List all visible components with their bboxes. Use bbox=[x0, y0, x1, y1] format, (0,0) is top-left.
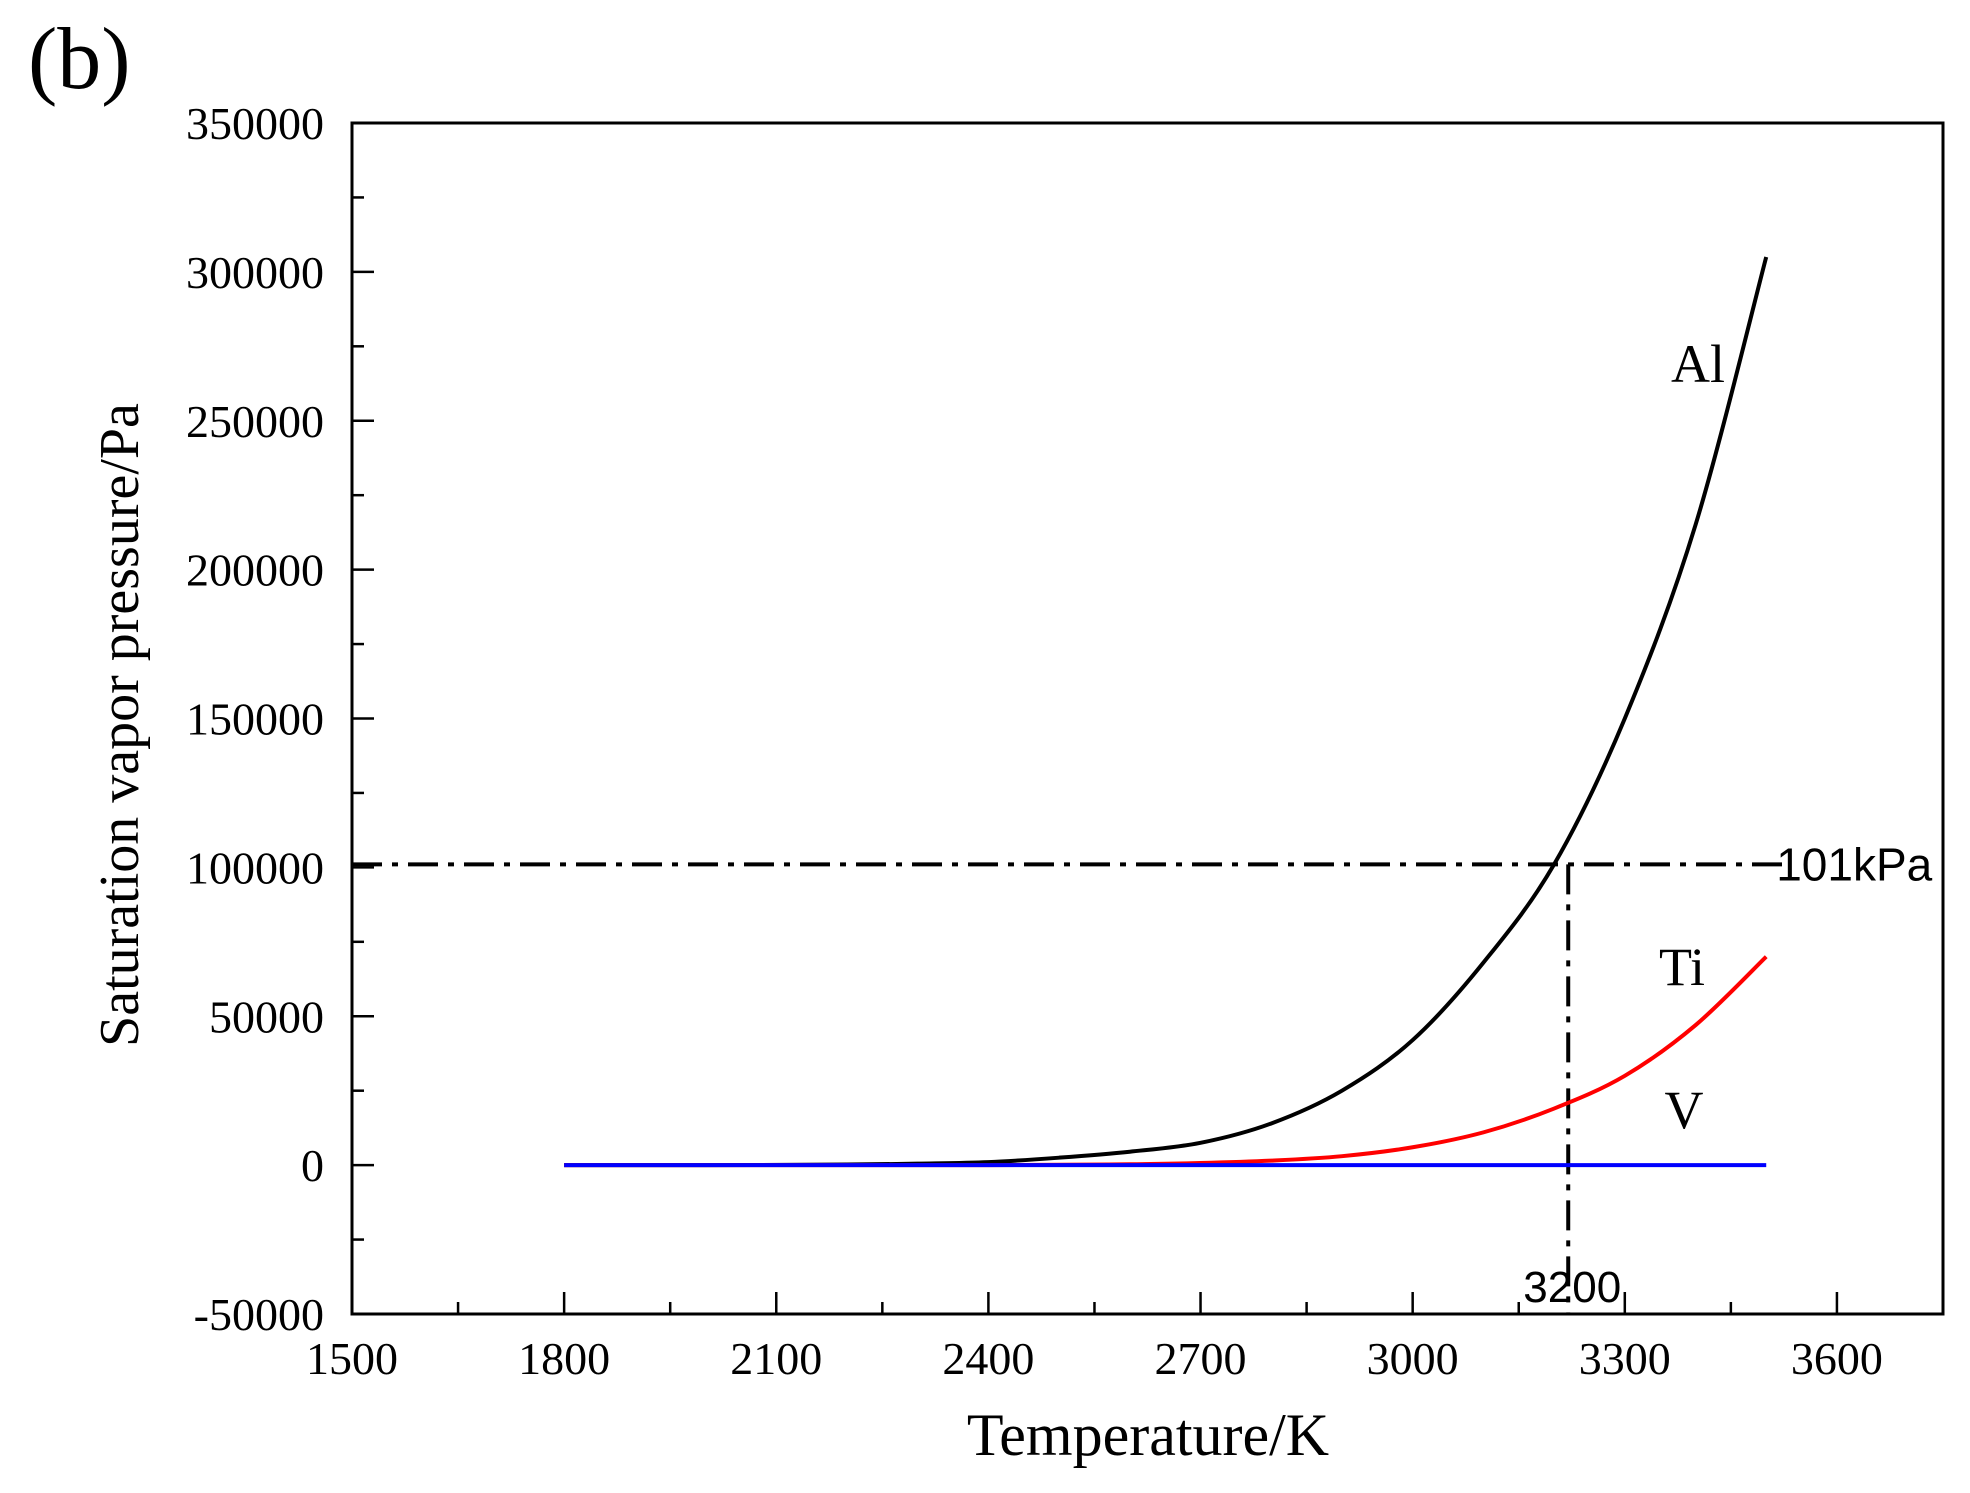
series-label-ti: Ti bbox=[1659, 937, 1705, 997]
series-layer bbox=[564, 256, 1769, 1168]
reference-lines bbox=[352, 862, 1787, 1314]
axes-layer: 1500 1800 2100 2400 2700 3000 3300 3600 -50000 0 5… bbox=[186, 98, 1945, 1384]
y-axis-label: Saturation vapor pressure/Pa bbox=[89, 403, 151, 1047]
series-line-ti bbox=[564, 955, 1768, 1168]
x-axis-label: Temperature/K bbox=[967, 1402, 1329, 1468]
x-tick-label: 1500 bbox=[306, 1333, 398, 1384]
x-tick-label: 2100 bbox=[730, 1333, 822, 1384]
series-label-al: Al bbox=[1671, 334, 1725, 394]
y-tick-label: 300000 bbox=[186, 247, 324, 298]
reference-label-3200: 3200 bbox=[1523, 1263, 1621, 1312]
y-tick-label: 100000 bbox=[186, 842, 324, 893]
y-tick-label: 200000 bbox=[186, 545, 324, 596]
x-tick-label: 3000 bbox=[1367, 1333, 1459, 1384]
plot-frame bbox=[350, 121, 1945, 1316]
y-tick-label: 50000 bbox=[209, 991, 324, 1042]
panel-label: (b) bbox=[28, 11, 131, 108]
reference-label-101kpa: 101kPa bbox=[1776, 838, 1932, 890]
x-tick-label: 3300 bbox=[1579, 1333, 1671, 1384]
x-tick-label: 3600 bbox=[1791, 1333, 1883, 1384]
labels-layer: 101kPa 3200 Al Ti V bbox=[1523, 334, 1932, 1312]
y-tick-label: 150000 bbox=[186, 694, 324, 745]
x-tick-label: 2400 bbox=[942, 1333, 1034, 1384]
series-label-v: V bbox=[1665, 1080, 1704, 1140]
series-line-al bbox=[564, 256, 1769, 1168]
y-tick-label: 0 bbox=[301, 1140, 324, 1191]
x-tick-label: 2700 bbox=[1155, 1333, 1247, 1384]
x-tick-label: 1800 bbox=[518, 1333, 610, 1384]
y-tick-label: -50000 bbox=[194, 1289, 324, 1340]
y-tick-label: 250000 bbox=[186, 396, 324, 447]
y-tick-label: 350000 bbox=[186, 98, 324, 149]
